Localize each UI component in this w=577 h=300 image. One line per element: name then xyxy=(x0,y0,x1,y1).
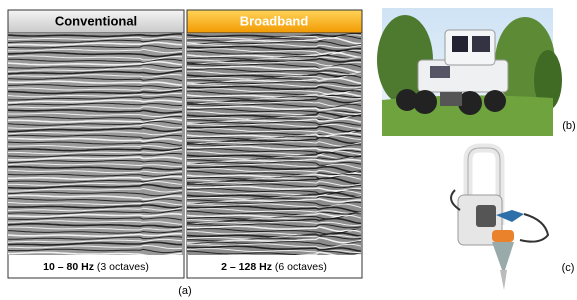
octaves: (6 octaves) xyxy=(275,261,327,273)
panel-title: Broadband xyxy=(240,13,309,28)
frequency-range: 2 – 128 Hz xyxy=(221,261,272,273)
panel-caption: 2 – 128 Hz (6 octaves) xyxy=(221,261,327,273)
vibrator-truck-photo xyxy=(377,8,562,136)
label-c: (c) xyxy=(562,262,575,274)
label-a: (a) xyxy=(178,285,191,297)
panel-caption: 10 – 80 Hz (3 octaves) xyxy=(43,261,149,273)
figure: Conventional 10 – 80 Hz (3 octaves) Broa… xyxy=(0,0,577,300)
octaves: (3 octaves) xyxy=(97,261,149,273)
panel-title: Conventional xyxy=(55,13,137,28)
label-b: (b) xyxy=(562,120,575,132)
geophone-sensor-image xyxy=(451,148,548,290)
frequency-range: 10 – 80 Hz xyxy=(43,261,94,273)
